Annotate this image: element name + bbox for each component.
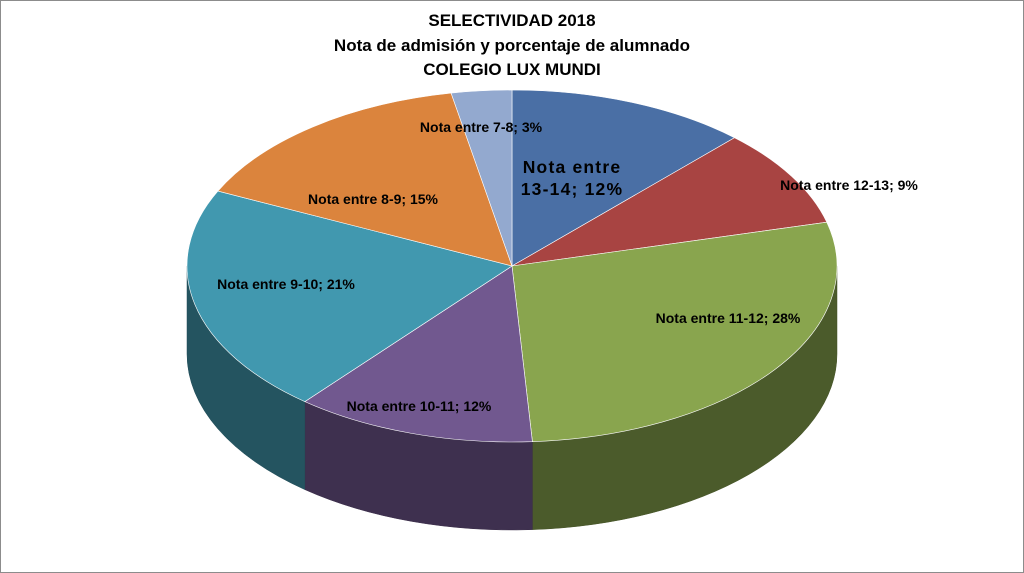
title-line-2: Nota de admisión y porcentaje de alumnad…: [333, 35, 691, 55]
pie-slice-nota-entre-10-11: [304, 265, 533, 443]
title-line-3: COLEGIO LUX MUNDI: [423, 60, 601, 79]
pie-slice-nota-entre-12-13: [511, 137, 828, 267]
chart-title: SELECTIVIDAD 2018 Nota de admisión y por…: [0, 9, 1024, 83]
pie-slice-nota-entre-13-14: [511, 89, 736, 267]
data-label-nota-entre-13-14: Nota entre 13-14; 12%: [521, 157, 623, 199]
pie-slice-nota-entre-11-12: [511, 221, 838, 442]
pie-slice-nota-entre-7-8: [450, 89, 513, 267]
data-label-nota-entre-7-8: Nota entre 7-8; 3%: [420, 119, 543, 135]
data-label-nota-entre-8-9: Nota entre 8-9; 15%: [308, 191, 438, 207]
title-line-1: SELECTIVIDAD 2018: [428, 11, 596, 30]
data-label-nota-entre-10-11: Nota entre 10-11; 12%: [347, 398, 492, 414]
data-label-nota-entre-9-10: Nota entre 9-10; 21%: [217, 276, 355, 292]
data-label-nota-entre-12-13: Nota entre 12-13; 9%: [780, 177, 918, 193]
pie-slice-nota-entre-9-10: [186, 190, 513, 402]
data-label-nota-entre-11-12: Nota entre 11-12; 28%: [656, 310, 801, 326]
pie-slice-nota-entre-8-9: [217, 92, 513, 267]
